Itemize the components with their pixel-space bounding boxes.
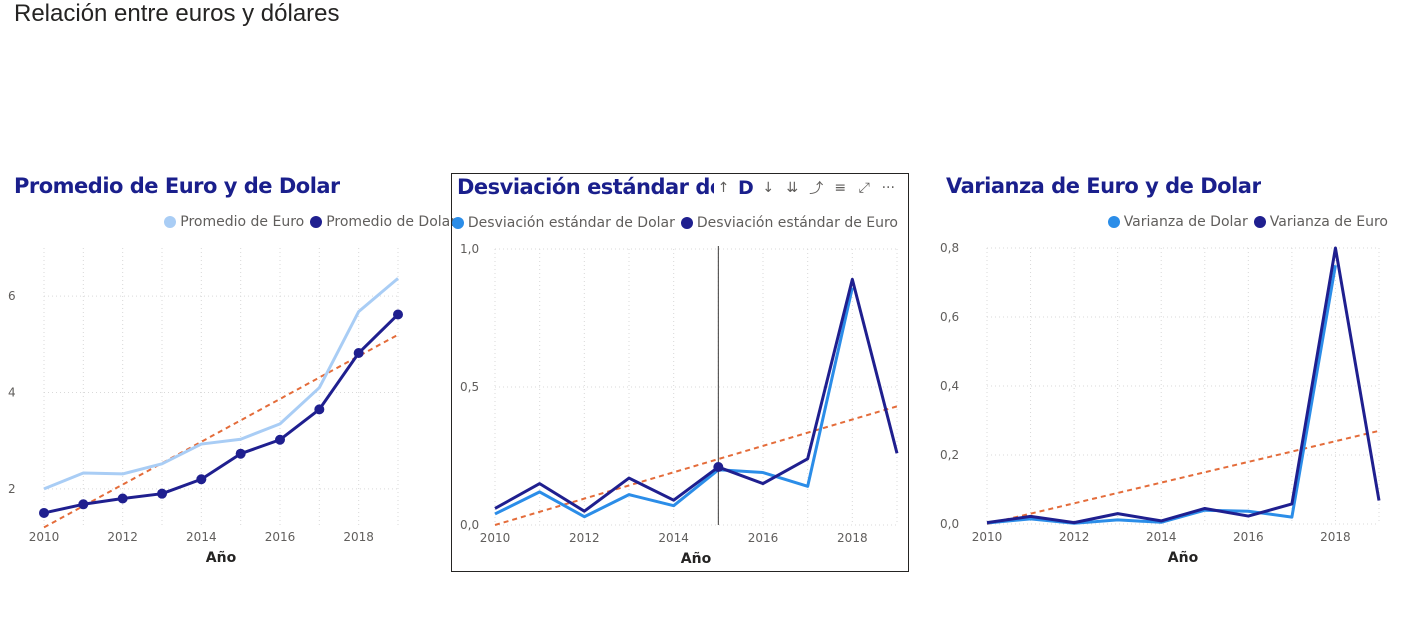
x-axis-title: Año: [1168, 550, 1199, 566]
legend-item-euro[interactable]: Promedio de Euro: [164, 214, 304, 230]
legend-marker-dolar: [310, 216, 323, 228]
y-tick-label: 0,2: [940, 448, 959, 462]
legend-item-dolar[interactable]: Varianza de Dolar: [1107, 214, 1248, 230]
legend-label-euro: Promedio de Euro: [180, 214, 305, 230]
highlight-point: [713, 462, 724, 473]
x-axis-title: Año: [681, 551, 712, 567]
y-tick-label: 1,0: [460, 242, 479, 256]
y-tick-label: 0,0: [460, 518, 479, 532]
legend-marker-euro: [680, 217, 693, 229]
std-dev-chart-visual[interactable]: Desviación estándar de ↑ D ↓ ⇊ ⤴ ≡ ⤢ ···…: [451, 173, 909, 572]
legend-label-dolar: Varianza de Dolar: [1123, 214, 1248, 230]
legend-marker-euro: [1253, 216, 1266, 228]
x-tick-label: 2010: [29, 530, 60, 544]
data-point: [275, 434, 285, 445]
chart-legend: Promedio de Euro Promedio de Dolar: [164, 214, 456, 230]
series-line: [494, 277, 899, 513]
chart-title: Promedio de Euro y de Dolar: [14, 174, 340, 198]
legend-label-euro: Varianza de Euro: [1269, 214, 1388, 230]
x-tick-label: 2018: [1320, 530, 1351, 544]
y-tick-label: 0,5: [460, 380, 479, 394]
data-point: [353, 348, 364, 359]
series-line: [43, 313, 400, 515]
data-point: [393, 309, 403, 320]
y-tick-label: 0,6: [940, 310, 959, 324]
visual-header-toolbar: ↑ D ↓ ⇊ ⤴ ≡ ⤢ ···: [714, 175, 904, 201]
data-point: [235, 448, 246, 459]
drill-up-icon[interactable]: ⤴: [809, 181, 824, 197]
expand-all-icon[interactable]: ⇊: [786, 180, 799, 196]
legend-marker-dolar: [1107, 216, 1120, 228]
y-tick-label: 0,0: [940, 517, 959, 531]
focus-mode-icon[interactable]: ⤢: [858, 180, 870, 196]
more-options-icon[interactable]: ···: [881, 180, 895, 196]
variance-chart-visual[interactable]: Varianza de Euro y de Dolar Varianza de …: [932, 160, 1394, 575]
legend-item-euro[interactable]: Desviación estándar de Euro: [680, 215, 898, 231]
sort-down-icon[interactable]: ↓: [762, 180, 775, 196]
data-point: [157, 488, 167, 499]
legend-marker-dolar: [451, 217, 464, 229]
legend-item-euro[interactable]: Varianza de Euro: [1253, 214, 1388, 230]
data-point: [39, 507, 49, 518]
data-point: [196, 474, 207, 485]
x-tick-label: 2016: [265, 530, 296, 544]
chart-legend: Desviación estándar de Dolar Desviación …: [451, 215, 898, 231]
legend-marker-euro: [164, 216, 177, 228]
chart-plot: 2 4 6 2010 2012 2014 2016 2018 Año: [8, 248, 403, 566]
x-tick-label: 2018: [343, 530, 374, 544]
trend-line: [494, 405, 898, 526]
x-tick-label: 2012: [107, 530, 138, 544]
chart-legend: Varianza de Dolar Varianza de Euro: [1107, 214, 1388, 230]
series-line: [986, 246, 1381, 525]
x-axis-title: Año: [206, 550, 237, 566]
y-tick-label: 0,8: [940, 241, 959, 255]
data-point: [117, 493, 128, 504]
data-point: [314, 404, 325, 415]
legend-item-dolar[interactable]: Desviación estándar de Dolar: [451, 215, 675, 231]
x-tick-label: 2018: [837, 531, 868, 545]
legend-label-dolar: Desviación estándar de Dolar: [467, 215, 675, 231]
y-tick-label: 6: [8, 289, 16, 303]
title-fragment: D: [738, 177, 754, 199]
x-tick-label: 2014: [186, 530, 217, 544]
x-tick-label: 2016: [748, 531, 779, 545]
x-tick-label: 2012: [1059, 530, 1090, 544]
legend-label-euro: Desviación estándar de Euro: [696, 215, 898, 231]
x-tick-label: 2010: [480, 531, 511, 545]
x-tick-label: 2014: [658, 531, 689, 545]
average-chart-visual[interactable]: Promedio de Euro y de Dolar Promedio de …: [0, 160, 460, 575]
series-line: [43, 277, 399, 491]
page-title: Relación entre euros y dólares: [14, 0, 340, 27]
trend-line: [43, 333, 399, 529]
x-tick-label: 2010: [972, 530, 1003, 544]
x-tick-label: 2014: [1146, 530, 1177, 544]
y-tick-label: 0,4: [940, 379, 959, 393]
legend-label-dolar: Promedio de Dolar: [326, 214, 456, 230]
legend-item-dolar[interactable]: Promedio de Dolar: [310, 214, 456, 230]
series-line: [494, 287, 854, 519]
y-tick-label: 4: [8, 386, 16, 400]
trend-line: [986, 429, 1380, 525]
y-tick-label: 2: [8, 482, 16, 496]
filter-icon[interactable]: ≡: [834, 180, 847, 196]
chart-title: Desviación estándar de: [457, 175, 722, 199]
sort-up-icon[interactable]: ↑: [717, 180, 730, 196]
chart-plot: 0,0 0,5 1,0 2010 2012 2014 2016 2018 Año: [460, 242, 899, 567]
x-tick-label: 2012: [569, 531, 600, 545]
chart-title: Varianza de Euro y de Dolar: [946, 174, 1262, 198]
data-point: [78, 499, 89, 510]
chart-plot: 0,0 0,2 0,4 0,6 0,8 2010 2012 2014 2016 2018 Año: [940, 241, 1381, 566]
x-tick-label: 2016: [1233, 530, 1264, 544]
